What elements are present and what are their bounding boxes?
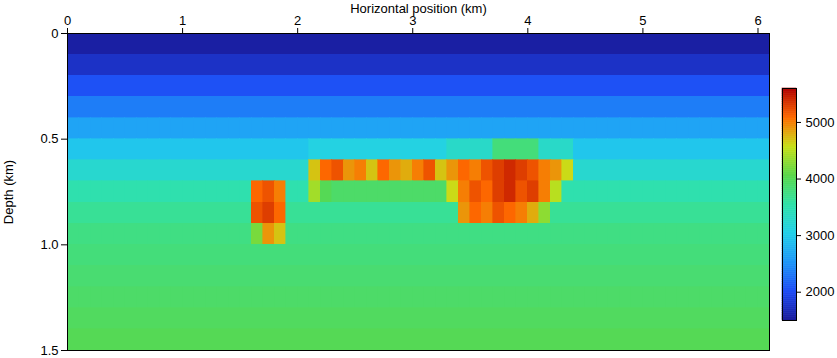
- svg-text:Horizontal position (km): Horizontal position (km): [350, 1, 487, 16]
- svg-text:2: 2: [294, 13, 301, 28]
- svg-text:2000: 2000: [806, 284, 835, 299]
- svg-text:5000: 5000: [806, 115, 835, 130]
- svg-text:4: 4: [524, 13, 531, 28]
- svg-text:6: 6: [754, 13, 761, 28]
- svg-text:1.0: 1.0: [40, 237, 58, 252]
- svg-text:4000: 4000: [806, 171, 835, 186]
- svg-text:1: 1: [179, 13, 186, 28]
- svg-text:3000: 3000: [806, 228, 835, 243]
- svg-text:0.5: 0.5: [40, 131, 58, 146]
- svg-text:0: 0: [64, 13, 71, 28]
- svg-text:5: 5: [639, 13, 646, 28]
- svg-text:Depth (km): Depth (km): [1, 160, 16, 224]
- svg-text:0: 0: [51, 26, 58, 41]
- svg-text:3: 3: [409, 12, 417, 28]
- svg-text:1.5: 1.5: [40, 343, 58, 358]
